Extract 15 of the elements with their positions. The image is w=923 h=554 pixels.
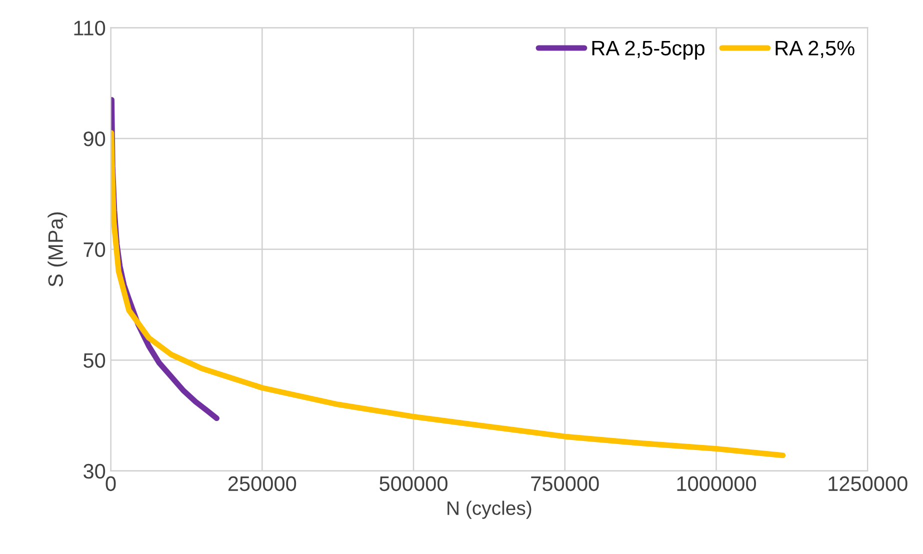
x-tick-label: 0 [106,476,116,492]
y-tick-label: 50 [84,353,106,368]
y-tick-label: 30 [84,464,106,479]
y-axis-title: S (MPa) [48,212,68,287]
y-tick-label: 110 [74,20,106,36]
x-tick-label: 250000 [228,476,296,492]
x-tick-label: 1250000 [828,476,908,492]
y-tick-label: 70 [84,242,106,258]
legend-label: RA 2,5-5cpp [592,40,704,60]
legend-label: RA 2,5% [776,40,854,58]
x-axis-title: N (cycles) [448,500,532,519]
y-tick-label: 90 [84,132,106,146]
x-tick-label: 1000000 [677,476,756,492]
x-tick-label: 750000 [531,476,599,492]
x-tick-label: 500000 [380,476,448,492]
